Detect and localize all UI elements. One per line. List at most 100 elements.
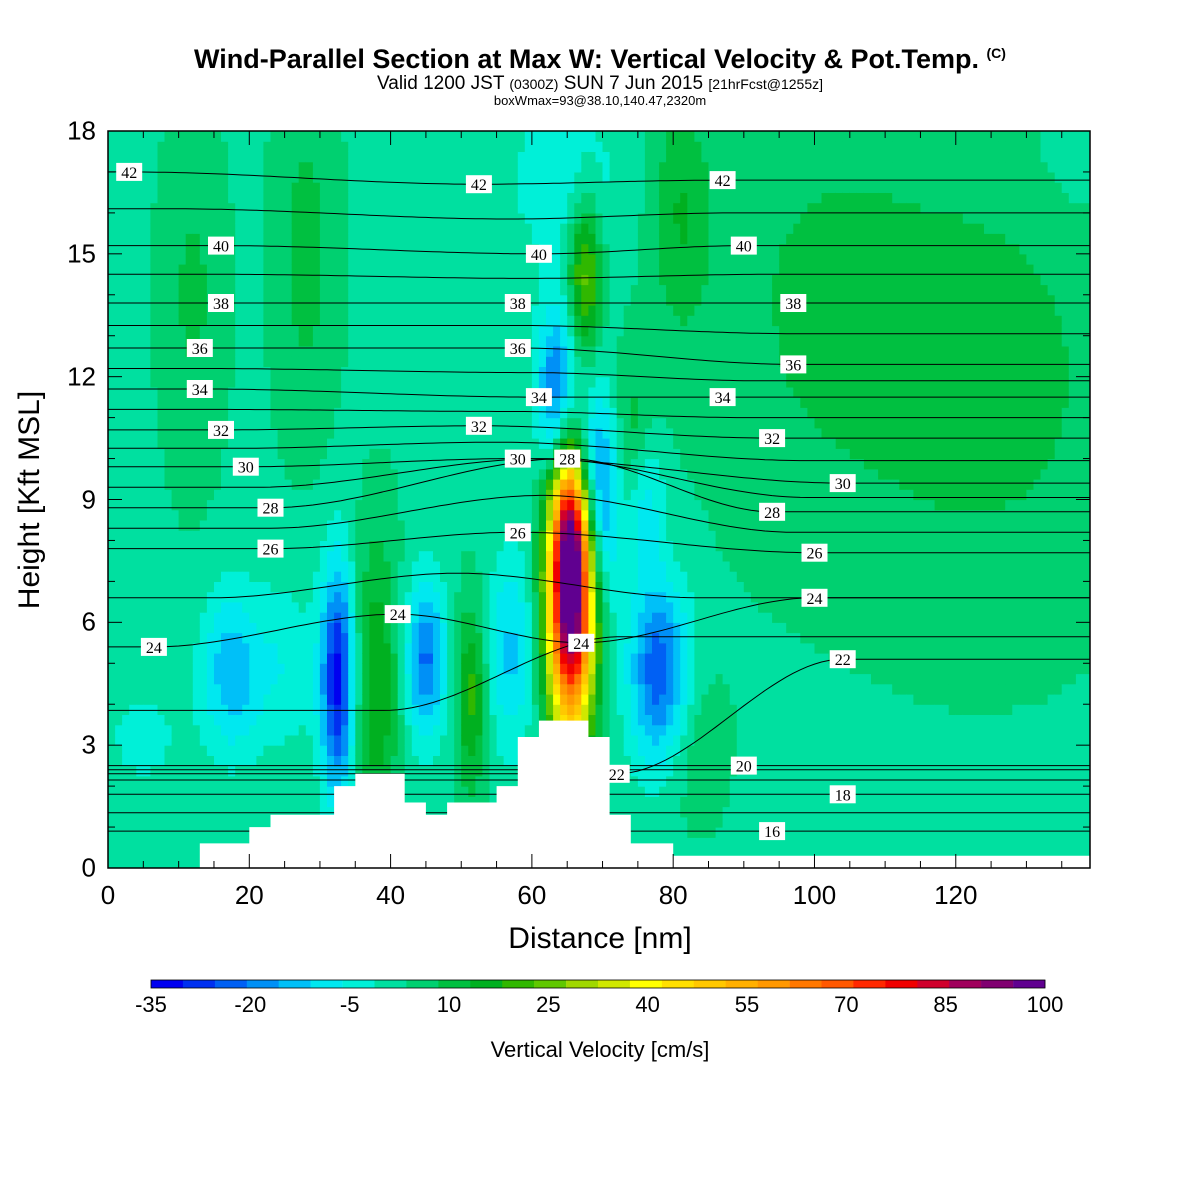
heat-cell bbox=[312, 192, 321, 204]
heat-cell bbox=[122, 520, 130, 531]
heat-cell bbox=[496, 376, 505, 388]
heat-cell bbox=[397, 284, 406, 296]
heat-cell bbox=[164, 305, 173, 316]
heat-cell bbox=[496, 581, 505, 593]
heat-cell bbox=[369, 520, 378, 531]
heat-cell bbox=[404, 243, 413, 255]
heat-cell bbox=[277, 294, 286, 306]
heat-cell bbox=[298, 796, 307, 808]
heat-cell bbox=[206, 161, 215, 173]
heat-cell bbox=[348, 427, 356, 439]
heat-cell bbox=[376, 468, 385, 480]
heat-cell bbox=[277, 438, 286, 449]
heat-cell bbox=[108, 673, 116, 685]
heat-cell bbox=[122, 530, 130, 541]
heat-cell bbox=[150, 448, 159, 460]
heat-cell bbox=[404, 325, 413, 337]
heat-cell bbox=[510, 151, 519, 163]
heat-cell bbox=[242, 202, 250, 214]
heat-cell bbox=[496, 253, 505, 265]
heat-cell bbox=[327, 223, 335, 234]
heat-cell bbox=[574, 571, 582, 582]
heat-cell bbox=[305, 530, 314, 541]
heat-cell bbox=[440, 694, 448, 705]
heat-cell bbox=[298, 530, 307, 541]
heat-cell bbox=[143, 243, 151, 255]
heat-cell bbox=[235, 714, 243, 726]
heat-cell bbox=[581, 683, 589, 695]
heat-cell bbox=[136, 622, 144, 634]
heat-cell bbox=[192, 315, 201, 327]
heat-cell bbox=[341, 663, 349, 675]
heat-cell bbox=[376, 724, 385, 736]
heat-cell bbox=[362, 683, 370, 695]
heat-cell bbox=[108, 642, 116, 654]
heat-cell bbox=[150, 714, 159, 726]
heat-cell bbox=[355, 366, 363, 378]
heat-cell bbox=[129, 837, 137, 849]
heat-cell bbox=[588, 520, 597, 531]
heat-cell bbox=[567, 540, 575, 552]
heat-cell bbox=[334, 243, 342, 255]
heat-cell bbox=[524, 581, 533, 593]
heat-cell bbox=[214, 161, 222, 173]
heat-cell bbox=[270, 161, 279, 173]
heat-cell bbox=[440, 335, 448, 347]
heat-cell bbox=[129, 571, 137, 582]
heat-cell bbox=[390, 171, 399, 183]
heat-cell bbox=[546, 131, 554, 142]
heat-cell bbox=[298, 243, 307, 255]
heat-cell bbox=[242, 714, 250, 726]
heat-cell bbox=[440, 182, 448, 193]
heat-cell bbox=[157, 827, 166, 838]
heat-cell bbox=[192, 223, 201, 234]
heat-cell bbox=[178, 520, 187, 531]
heat-cell bbox=[214, 479, 222, 490]
heat-cell bbox=[546, 325, 554, 337]
heat-cell bbox=[546, 683, 554, 695]
heat-cell bbox=[263, 131, 272, 142]
heat-cell bbox=[567, 427, 575, 439]
heat-cell bbox=[440, 233, 448, 245]
heat-cell bbox=[263, 755, 272, 767]
heat-cell bbox=[143, 796, 151, 808]
heat-cell bbox=[108, 857, 116, 868]
heat-cell bbox=[355, 407, 363, 419]
heat-cell bbox=[341, 724, 349, 736]
heat-cell bbox=[115, 694, 123, 705]
heat-cell bbox=[348, 212, 356, 224]
heat-cell bbox=[235, 734, 243, 746]
heat-cell bbox=[538, 131, 547, 142]
heat-cell bbox=[517, 724, 526, 736]
heat-cell bbox=[277, 284, 286, 296]
heat-cell bbox=[418, 243, 427, 255]
heat-cell bbox=[228, 796, 236, 808]
heat-cell bbox=[228, 663, 236, 675]
heat-cell bbox=[284, 202, 293, 214]
heat-cell bbox=[510, 212, 519, 224]
heat-cell bbox=[270, 356, 279, 367]
heat-cell bbox=[447, 284, 455, 296]
heat-cell bbox=[581, 274, 589, 286]
heat-cell bbox=[178, 642, 187, 654]
heat-cell bbox=[468, 612, 476, 623]
heat-cell bbox=[206, 489, 215, 501]
heat-cell bbox=[192, 458, 201, 470]
heat-cell bbox=[383, 243, 392, 255]
heat-cell bbox=[433, 663, 441, 675]
heat-cell bbox=[249, 663, 257, 675]
heat-cell bbox=[404, 694, 413, 705]
heat-cell bbox=[214, 509, 222, 521]
heat-cell bbox=[327, 407, 335, 419]
heat-cell bbox=[270, 755, 279, 767]
heat-cell bbox=[334, 171, 342, 183]
heat-cell bbox=[348, 581, 356, 593]
heat-cell bbox=[305, 734, 314, 746]
heat-cell bbox=[143, 765, 151, 777]
heat-cell bbox=[404, 581, 413, 593]
heat-cell bbox=[454, 642, 462, 654]
heat-cell bbox=[291, 642, 300, 654]
heat-cell bbox=[242, 407, 250, 419]
chart-subtitle: Valid 1200 JST (0300Z) SUN 7 Jun 2015 [2… bbox=[0, 73, 1200, 95]
heat-cell bbox=[362, 315, 370, 327]
